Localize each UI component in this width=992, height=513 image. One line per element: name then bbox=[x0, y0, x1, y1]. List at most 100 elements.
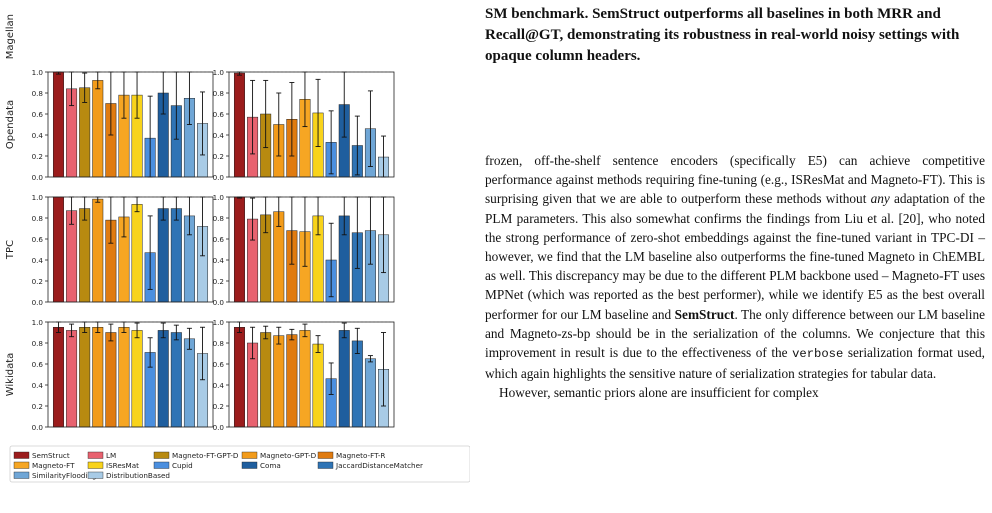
panel-frame bbox=[47, 196, 214, 303]
legend-label-magneto-ft: Magneto-FT bbox=[32, 461, 75, 470]
row-label-magellan: Magellan bbox=[5, 14, 16, 59]
bar-semstruct bbox=[52, 71, 64, 178]
bar-magneto-gpt-d bbox=[92, 327, 104, 428]
bar-isresmat bbox=[312, 343, 324, 428]
y-tick-label: 0.2 bbox=[213, 402, 224, 411]
legend-swatch-coma bbox=[241, 461, 258, 469]
panel-frame bbox=[47, 321, 214, 428]
bar-magneto-ft bbox=[299, 330, 311, 428]
bar-semstruct bbox=[233, 72, 245, 178]
legend-swatch-magneto-ft-gpt-d bbox=[153, 451, 170, 459]
panel-frame bbox=[228, 71, 395, 178]
bar-similarityflooding bbox=[183, 338, 195, 428]
y-tick-label: 0.0 bbox=[213, 173, 225, 182]
caption-text: SM benchmark. SemStruct outperforms all … bbox=[485, 6, 960, 64]
bar-lm bbox=[66, 330, 78, 428]
legend-label-magneto-gpt-d: Magneto-GPT-D bbox=[260, 451, 317, 460]
y-tick-label: 0.8 bbox=[32, 89, 44, 98]
y-tick-label: 0.2 bbox=[32, 402, 43, 411]
y-tick-label: 0.4 bbox=[32, 131, 44, 140]
y-tick-label: 0.6 bbox=[213, 110, 225, 119]
legend-swatch-magneto-gpt-d bbox=[241, 451, 258, 459]
panel-frame bbox=[47, 71, 214, 178]
legend-label-semstruct: SemStruct bbox=[32, 451, 70, 460]
results-figure: Magellan Opendata 0.0 0.2 0.4 0.6 0.8 1.0 0.0 0.2… bbox=[5, 14, 470, 483]
y-tick-label: 0.8 bbox=[213, 214, 225, 223]
bar-coma bbox=[157, 330, 169, 428]
y-tick-label: 0.6 bbox=[32, 235, 44, 244]
legend-label-magneto-ft-gpt-d: Magneto-FT-GPT-D bbox=[172, 451, 239, 460]
y-tick-label: 0.0 bbox=[32, 423, 44, 432]
bar-jaccarddistancematcher bbox=[170, 332, 182, 428]
y-tick-label: 0.8 bbox=[32, 214, 44, 223]
bar-semstruct bbox=[233, 327, 245, 428]
y-tick-label: 1.0 bbox=[32, 68, 44, 77]
p1-part-1: frozen, off-the-shelf sentence encoders … bbox=[485, 153, 985, 207]
paragraph-1: frozen, off-the-shelf sentence encoders … bbox=[485, 151, 985, 383]
y-tick-label: 0.6 bbox=[213, 360, 225, 369]
p1-emph-any: any bbox=[870, 191, 890, 207]
y-tick-label: 0.0 bbox=[213, 298, 225, 307]
legend-swatch-isresmat bbox=[87, 461, 104, 469]
body-text: frozen, off-the-shelf sentence encoders … bbox=[485, 151, 985, 403]
figure-caption: SM benchmark. SemStruct outperforms all … bbox=[485, 4, 985, 67]
bar-jaccarddistancematcher bbox=[170, 208, 182, 303]
y-tick-label: 0.0 bbox=[32, 173, 44, 182]
bar-semstruct bbox=[233, 196, 245, 303]
panel-frame bbox=[228, 196, 395, 303]
y-tick-label: 0.8 bbox=[32, 339, 44, 348]
y-tick-label: 0.0 bbox=[32, 298, 44, 307]
legend-swatch-semstruct bbox=[13, 451, 30, 459]
bar-magneto-ft-r bbox=[105, 332, 117, 428]
legend-label-lm: LM bbox=[106, 451, 116, 460]
y-tick-label: 0.4 bbox=[213, 256, 225, 265]
legend-box bbox=[9, 445, 470, 483]
bar-semstruct bbox=[52, 327, 64, 428]
legend-swatch-similarityflooding bbox=[13, 471, 30, 479]
bar-magneto-gpt-d bbox=[92, 198, 104, 303]
bar-magneto-ft-gpt-d bbox=[79, 327, 91, 428]
bar-magneto-ft-gpt-d bbox=[260, 332, 272, 428]
y-tick-label: 0.2 bbox=[213, 277, 224, 286]
paragraph-2: However, semantic priors alone are insuf… bbox=[499, 385, 819, 401]
row-label-wikidata: Wikidata bbox=[5, 353, 16, 397]
bar-coma bbox=[338, 330, 350, 428]
bar-coma bbox=[157, 208, 169, 303]
y-tick-label: 1.0 bbox=[213, 68, 225, 77]
y-tick-label: 1.0 bbox=[213, 193, 225, 202]
legend-label-jaccarddistancematcher: JaccardDistanceMatcher bbox=[335, 461, 423, 470]
legend-label-magneto-ft-r: Magneto-FT-R bbox=[336, 451, 385, 460]
p1-mono-verbose: verbose bbox=[792, 347, 844, 362]
y-tick-label: 0.0 bbox=[213, 423, 225, 432]
y-tick-label: 0.6 bbox=[32, 360, 44, 369]
panel-frame bbox=[228, 321, 395, 428]
bar-magneto-ft-gpt-d bbox=[79, 208, 91, 303]
row-label-tpc: TPC bbox=[5, 240, 16, 260]
y-tick-label: 0.4 bbox=[213, 381, 225, 390]
y-tick-label: 0.2 bbox=[32, 277, 43, 286]
bar-isresmat bbox=[131, 204, 143, 303]
bar-magneto-ft bbox=[118, 327, 130, 428]
y-tick-label: 0.4 bbox=[213, 131, 225, 140]
legend-swatch-distributionbased bbox=[87, 471, 104, 479]
legend-swatch-jaccarddistancematcher bbox=[317, 461, 334, 469]
bar-semstruct bbox=[52, 196, 64, 303]
legend-label-coma: Coma bbox=[260, 461, 281, 470]
bar-magneto-ft-r bbox=[286, 334, 298, 428]
bar-isresmat bbox=[131, 330, 143, 428]
legend-label-similarityflooding: SimilarityFlooding bbox=[32, 471, 97, 480]
y-tick-label: 0.4 bbox=[32, 381, 44, 390]
legend-swatch-magneto-ft bbox=[13, 461, 30, 469]
p1-part-3: . The only difference between our LM bas… bbox=[485, 306, 986, 361]
p1-bold-semstruct: SemStruct bbox=[674, 306, 735, 322]
legend-label-cupid: Cupid bbox=[172, 461, 193, 470]
y-tick-label: 0.4 bbox=[32, 256, 44, 265]
p1-part-4: serialization format used, which again h… bbox=[485, 345, 985, 382]
bar-similarityflooding bbox=[364, 358, 376, 428]
y-tick-label: 1.0 bbox=[32, 193, 44, 202]
legend-swatch-cupid bbox=[153, 461, 170, 469]
y-tick-label: 0.6 bbox=[32, 110, 44, 119]
legend-label-distributionbased: DistributionBased bbox=[106, 471, 170, 480]
y-tick-label: 0.2 bbox=[32, 152, 43, 161]
legend-swatch-magneto-ft-r bbox=[317, 451, 334, 459]
